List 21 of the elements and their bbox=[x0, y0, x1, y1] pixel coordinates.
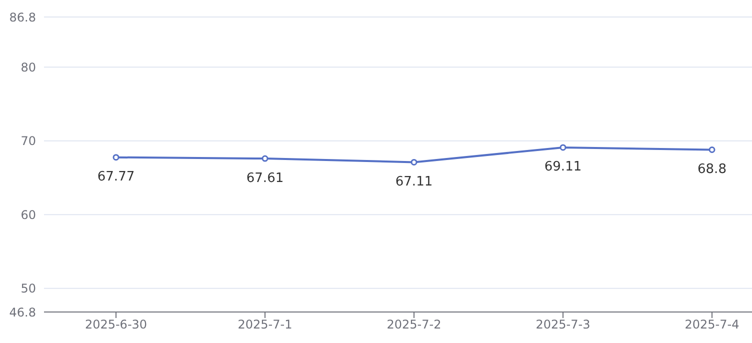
y-tick-label: 46.8 bbox=[9, 305, 36, 320]
point bbox=[262, 155, 268, 162]
point bbox=[708, 146, 716, 153]
data-label: 68.8 bbox=[698, 162, 726, 177]
data-label: 69.11 bbox=[544, 160, 582, 175]
x-tick-label: 2025-6-30 bbox=[84, 318, 148, 332]
x-tick-label: 2025-7-3 bbox=[536, 318, 590, 332]
x-tick-label: 2025-7-2 bbox=[386, 318, 442, 332]
data-label: 67.77 bbox=[97, 170, 135, 185]
point bbox=[560, 144, 566, 151]
y-tick-label: 86.8 bbox=[9, 10, 36, 24]
data-label: 67.61 bbox=[246, 170, 284, 186]
x-tick-label: 2025-7-1 bbox=[238, 318, 292, 332]
point bbox=[410, 158, 418, 166]
point bbox=[112, 154, 120, 161]
data-label: 67.11 bbox=[395, 174, 433, 190]
y-tick-label: 80 bbox=[20, 60, 36, 74]
x-tick-label: 2025-7-4 bbox=[684, 318, 740, 332]
y-tick-label: 50 bbox=[20, 282, 36, 296]
y-tick-label: 70 bbox=[20, 134, 36, 148]
y-tick-label: 60 bbox=[20, 208, 36, 222]
